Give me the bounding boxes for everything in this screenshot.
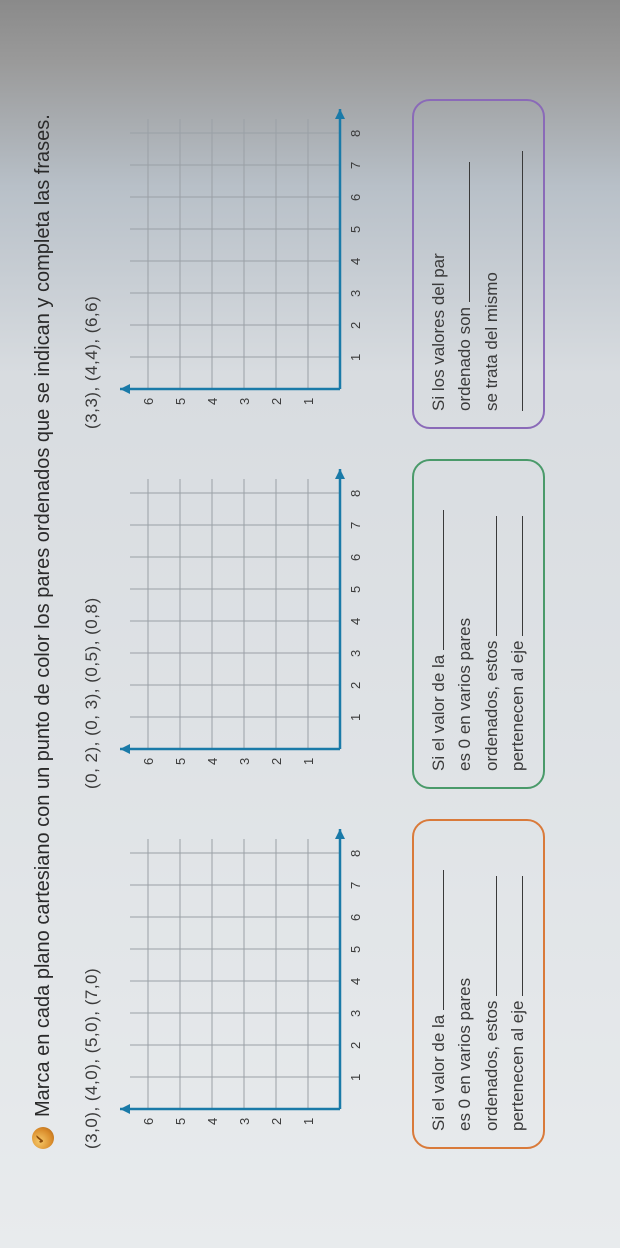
instruction-text: Marca en cada plano cartesiano con un pu… (30, 114, 57, 1117)
y-tick-3: 3 (237, 398, 252, 405)
answer-text: pertenecen al eje (508, 641, 527, 771)
x-tick-4: 4 (348, 258, 363, 265)
y-tick-4: 4 (205, 758, 220, 765)
answer-text: Si los valores del par (429, 253, 448, 411)
cartesian-chart-3: 1 2 3 4 5 6 1 2 3 4 5 6 7 8 (110, 99, 390, 429)
column-2: (0, 2), (0, 3), (0,5), (0,8) (82, 459, 545, 789)
blank-field[interactable] (480, 516, 497, 636)
cartesian-chart-2: 1 2 3 4 5 6 1 2 3 4 5 6 7 8 (110, 459, 390, 789)
answer-text: ordenados, estos (482, 641, 501, 771)
y-tick-1: 1 (301, 1118, 316, 1125)
answer-text: Si el valor de la (429, 1015, 448, 1131)
columns: (3,0), (4,0), (5,0), (7,0) (82, 99, 545, 1149)
answer-text: es 0 en varios pares (455, 618, 474, 771)
y-axis-arrow-icon (120, 744, 130, 754)
x-tick-7: 7 (348, 882, 363, 889)
blank-field[interactable] (453, 162, 470, 302)
x-tick-6: 6 (348, 194, 363, 201)
x-tick-7: 7 (348, 522, 363, 529)
y-tick-1: 1 (301, 398, 316, 405)
answer-text: ordenado son (455, 307, 474, 411)
x-tick-6: 6 (348, 554, 363, 561)
answer-text: Si el valor de la (429, 655, 448, 771)
y-tick-4: 4 (205, 398, 220, 405)
grid (130, 119, 340, 389)
blank-field[interactable] (506, 151, 523, 411)
column-1: (3,0), (4,0), (5,0), (7,0) (82, 819, 545, 1149)
x-tick-6: 6 (348, 914, 363, 921)
cartesian-chart-1: 1 2 3 4 5 6 1 2 3 4 5 6 7 8 (110, 819, 390, 1149)
answer-text: se trata del mismo (482, 272, 501, 411)
blank-field[interactable] (427, 870, 444, 1010)
coords-label-3: (3,3), (4,4), (6,6) (82, 99, 102, 429)
x-tick-4: 4 (348, 978, 363, 985)
x-tick-2: 2 (348, 322, 363, 329)
x-tick-5: 5 (348, 226, 363, 233)
x-axis-arrow-icon (335, 829, 345, 839)
instruction-row: Marca en cada plano cartesiano con un pu… (30, 99, 57, 1149)
blank-field[interactable] (506, 876, 523, 996)
x-axis-arrow-icon (335, 109, 345, 119)
worksheet-page: Marca en cada plano cartesiano con un pu… (0, 59, 620, 1189)
x-tick-3: 3 (348, 1010, 363, 1017)
x-tick-5: 5 (348, 586, 363, 593)
column-3: (3,3), (4,4), (6,6) (82, 99, 545, 429)
y-axis-arrow-icon (120, 384, 130, 394)
x-tick-8: 8 (348, 490, 363, 497)
blank-field[interactable] (506, 516, 523, 636)
y-tick-6: 6 (141, 398, 156, 405)
answer-box-1: Si el valor de la es 0 en varios pares o… (412, 819, 545, 1149)
answer-text: ordenados, estos (482, 1001, 501, 1131)
answer-box-2: Si el valor de la es 0 en varios pares o… (412, 459, 545, 789)
x-tick-2: 2 (348, 682, 363, 689)
y-tick-3: 3 (237, 1118, 252, 1125)
y-tick-2: 2 (269, 758, 284, 765)
y-tick-3: 3 (237, 758, 252, 765)
y-tick-6: 6 (141, 758, 156, 765)
y-tick-4: 4 (205, 1118, 220, 1125)
answer-text: pertenecen al eje (508, 1001, 527, 1131)
answer-text: es 0 en varios pares (455, 978, 474, 1131)
coords-label-1: (3,0), (4,0), (5,0), (7,0) (82, 819, 102, 1149)
x-tick-5: 5 (348, 946, 363, 953)
x-tick-8: 8 (348, 130, 363, 137)
bullet-icon (32, 1127, 54, 1149)
grid (130, 479, 340, 749)
x-tick-3: 3 (348, 650, 363, 657)
coords-label-2: (0, 2), (0, 3), (0,5), (0,8) (82, 459, 102, 789)
answer-box-3: Si los valores del par ordenado son se t… (412, 99, 545, 429)
x-tick-8: 8 (348, 850, 363, 857)
grid (130, 839, 340, 1109)
x-tick-1: 1 (348, 714, 363, 721)
x-tick-4: 4 (348, 618, 363, 625)
y-tick-5: 5 (173, 398, 188, 405)
x-tick-3: 3 (348, 290, 363, 297)
blank-field[interactable] (427, 510, 444, 650)
y-tick-6: 6 (141, 1118, 156, 1125)
x-tick-7: 7 (348, 162, 363, 169)
y-tick-5: 5 (173, 1118, 188, 1125)
x-tick-1: 1 (348, 354, 363, 361)
x-axis-arrow-icon (335, 469, 345, 479)
y-tick-2: 2 (269, 398, 284, 405)
x-tick-2: 2 (348, 1042, 363, 1049)
y-tick-1: 1 (301, 758, 316, 765)
x-tick-1: 1 (348, 1074, 363, 1081)
y-tick-5: 5 (173, 758, 188, 765)
y-axis-arrow-icon (120, 1104, 130, 1114)
blank-field[interactable] (480, 876, 497, 996)
y-tick-2: 2 (269, 1118, 284, 1125)
